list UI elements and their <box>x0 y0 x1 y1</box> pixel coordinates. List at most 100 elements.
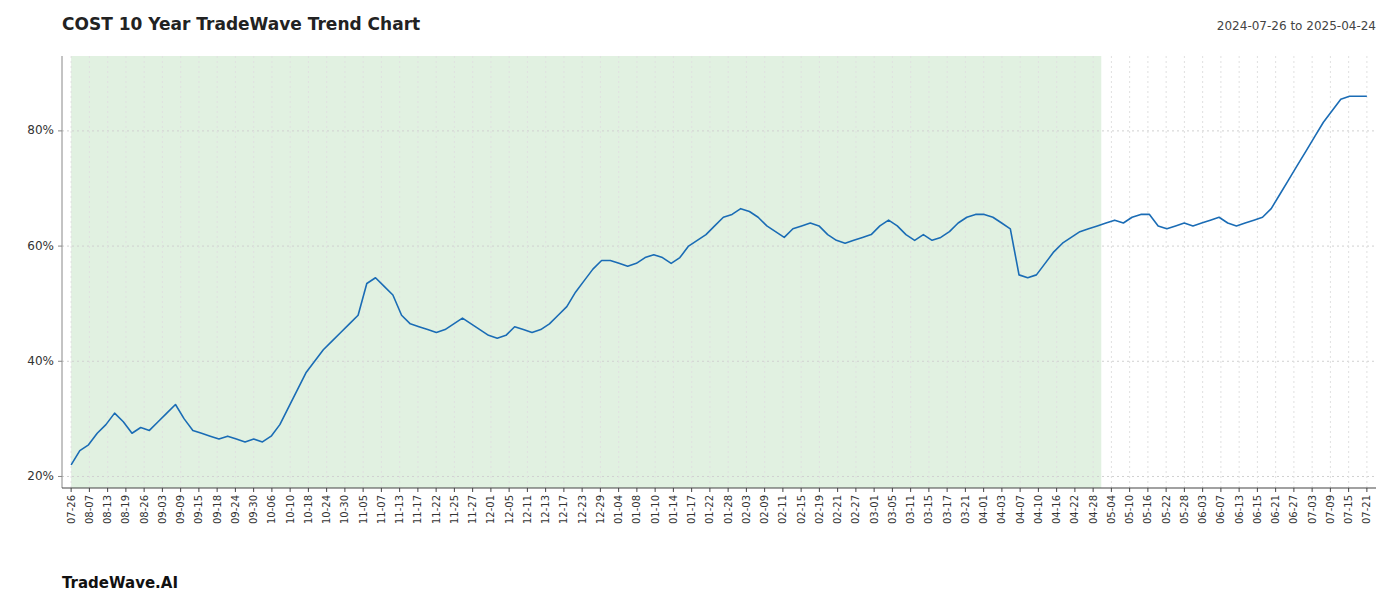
x-tick <box>1147 488 1148 492</box>
x-tick <box>801 488 802 492</box>
x-grid-line <box>855 56 856 488</box>
x-grid-line <box>1293 56 1294 488</box>
y-axis: 20% 40% 60% 80% <box>27 123 62 483</box>
x-grid-line <box>1202 56 1203 488</box>
x-tick-label: 09-24 <box>230 495 241 524</box>
y-tick-label: 80% <box>27 123 54 137</box>
x-tick-label: 10-30 <box>339 495 350 524</box>
x-tick-label: 05-28 <box>1179 495 1190 524</box>
x-tick-label: 01-14 <box>668 495 679 524</box>
y-axis-line <box>62 56 63 488</box>
x-tick-label: 03-15 <box>923 495 934 524</box>
x-tick <box>965 488 966 492</box>
title: COST 10 Year TradeWave Trend Chart <box>62 14 420 34</box>
x-tick <box>728 488 729 492</box>
x-tick-label: 02-19 <box>814 495 825 524</box>
x-grid-line <box>490 56 491 488</box>
x-tick-label: 12-05 <box>504 495 515 524</box>
x-tick <box>782 488 783 492</box>
x-tick-label: 03-17 <box>942 495 953 524</box>
y-tick <box>58 130 62 131</box>
x-tick-label: 04-16 <box>1051 495 1062 524</box>
x-grid-line <box>1184 56 1185 488</box>
x-tick <box>655 488 656 492</box>
x-tick-label: 04-01 <box>978 495 989 524</box>
x-tick-label: 04-03 <box>996 495 1007 524</box>
y-tick-label: 40% <box>27 354 54 368</box>
x-tick <box>472 488 473 492</box>
x-tick <box>71 488 72 492</box>
x-tick-label: 11-22 <box>431 495 442 524</box>
x-grid-line <box>1001 56 1002 488</box>
x-grid-line <box>198 56 199 488</box>
x-tick <box>1275 488 1276 492</box>
x-tick-label: 12-01 <box>485 495 496 524</box>
x-grid-line <box>764 56 765 488</box>
x-tick-label: 02-27 <box>850 495 861 524</box>
x-tick-label: 08-19 <box>120 495 131 524</box>
x-tick <box>490 488 491 492</box>
x-tick <box>271 488 272 492</box>
x-tick-label: 04-22 <box>1069 495 1080 524</box>
x-tick-label: 08-13 <box>102 495 113 524</box>
subtitle: 2024-07-26 to 2025-04-24 <box>1217 19 1376 33</box>
x-tick-label: 12-13 <box>540 495 551 524</box>
x-grid-line <box>308 56 309 488</box>
x-grid-line <box>180 56 181 488</box>
y-grid-line <box>62 130 1376 131</box>
x-grid-line <box>618 56 619 488</box>
x-tick <box>928 488 929 492</box>
x-tick-label: 12-11 <box>522 495 533 524</box>
x-grid-line <box>582 56 583 488</box>
x-tick-label: 10-18 <box>303 495 314 524</box>
x-grid-line <box>1312 56 1313 488</box>
x-grid-line <box>1020 56 1021 488</box>
x-tick <box>217 488 218 492</box>
x-grid-line <box>454 56 455 488</box>
x-tick <box>527 488 528 492</box>
x-tick <box>509 488 510 492</box>
x-tick-label: 11-25 <box>449 495 460 524</box>
x-grid-line <box>1111 56 1112 488</box>
x-tick <box>1056 488 1057 492</box>
x-tick <box>1111 488 1112 492</box>
x-tick <box>545 488 546 492</box>
x-grid-line <box>1220 56 1221 488</box>
x-grid-line <box>746 56 747 488</box>
x-tick <box>454 488 455 492</box>
x-tick <box>326 488 327 492</box>
x-grid-line <box>1330 56 1331 488</box>
x-grid-line <box>928 56 929 488</box>
x-grid-line <box>545 56 546 488</box>
x-tick <box>1001 488 1002 492</box>
x-tick-label: 10-10 <box>285 495 296 524</box>
x-grid-line <box>1366 56 1367 488</box>
x-tick <box>235 488 236 492</box>
x-tick <box>1093 488 1094 492</box>
x-tick-label: 07-21 <box>1361 495 1372 524</box>
x-tick-label: 02-15 <box>796 495 807 524</box>
x-tick <box>198 488 199 492</box>
y-tick-label: 60% <box>27 239 54 253</box>
x-tick-label: 12-29 <box>595 495 606 524</box>
x-tick-label: 07-15 <box>1343 495 1354 524</box>
x-grid-line <box>235 56 236 488</box>
x-tick <box>983 488 984 492</box>
x-grid-line <box>874 56 875 488</box>
x-tick-label: 07-03 <box>1307 495 1318 524</box>
x-tick-label: 06-15 <box>1252 495 1263 524</box>
x-tick-label: 04-07 <box>1015 495 1026 524</box>
x-grid-line <box>1348 56 1349 488</box>
x-tick <box>417 488 418 492</box>
x-tick <box>162 488 163 492</box>
x-tick <box>1166 488 1167 492</box>
x-grid-line <box>691 56 692 488</box>
y-tick <box>58 361 62 362</box>
x-tick-label: 03-11 <box>905 495 916 524</box>
y-tick-label: 20% <box>27 469 54 483</box>
x-tick-label: 06-07 <box>1215 495 1226 524</box>
x-grid-line <box>655 56 656 488</box>
x-tick-label: 11-27 <box>467 495 478 524</box>
x-tick-label: 05-04 <box>1106 495 1117 524</box>
x-grid-line <box>673 56 674 488</box>
